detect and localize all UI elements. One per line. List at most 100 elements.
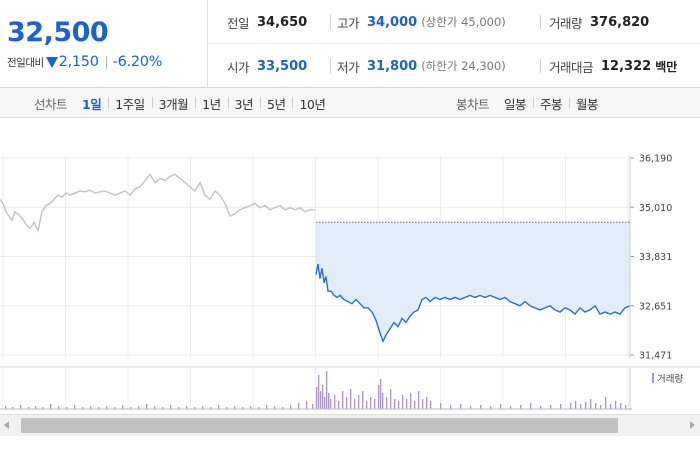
volume-bar [605, 397, 607, 409]
volume-bar [42, 407, 44, 409]
stats-row-2: 시가 33,500 저가 31,800 (하한가 24,300) 거래대금 12… [209, 44, 700, 88]
volume-bar [20, 405, 22, 409]
change-percent: -6.20% [112, 54, 163, 70]
volume-bar [312, 404, 314, 409]
volume-bar [320, 391, 322, 409]
volume-value: 376,820 [590, 14, 650, 30]
volume-bar [28, 407, 30, 409]
volume-label: 거래량 [549, 15, 583, 31]
volume-bar [570, 403, 572, 409]
volume-bar [346, 397, 348, 409]
volume-bar [322, 385, 324, 409]
volume-bar [178, 407, 180, 409]
volume-cell: 거래량 376,820 [549, 0, 649, 44]
volume-bar [250, 406, 252, 409]
open-label: 시가 [227, 59, 250, 75]
volume-bar [122, 405, 124, 409]
volume-bar [242, 407, 244, 409]
tab-weekly-candle[interactable]: 주봉 [533, 94, 569, 113]
volume-legend-label: 거래량 [657, 373, 683, 385]
volume-bar [328, 393, 330, 409]
y-tick-label: 31,471 [639, 351, 672, 362]
open-cell: 시가 33,500 [227, 44, 307, 88]
volume-bar [402, 395, 404, 409]
tab-3month[interactable]: 3개월 [151, 94, 195, 113]
volume-bar [595, 403, 597, 409]
tab-3year[interactable]: 3년 [227, 94, 260, 113]
tab-1week[interactable]: 1주일 [108, 94, 151, 113]
volume-bar [580, 404, 582, 409]
volume-bar [5, 406, 7, 409]
volume-bar [414, 401, 416, 409]
low-cell: 저가 31,800 (하한가 24,300) [337, 44, 506, 88]
volume-bar [460, 404, 462, 409]
volume-bar [380, 379, 382, 409]
scroll-right-arrow-icon[interactable] [690, 421, 695, 429]
change-divider [105, 55, 107, 69]
volume-bar [470, 406, 472, 409]
tab-10year[interactable]: 10년 [292, 94, 332, 113]
tab-1day[interactable]: 1일 [82, 96, 102, 112]
volume-bar [398, 401, 400, 409]
volume-bars [0, 371, 632, 410]
volume-bar [620, 403, 622, 409]
volume-bar [520, 405, 522, 409]
volume-bar [500, 404, 502, 409]
volume-bar [550, 405, 552, 409]
prev-close-cell: 전일 34,650 [227, 0, 307, 44]
volume-bar [410, 393, 412, 409]
high-cell: 고가 34,000 (상한가 45,000) [337, 0, 506, 44]
chart-period-tabs: 선차트 1일 1주일 3개월 1년 3년 5년 10년 봉차트 일봉 주봉 월봉 [0, 88, 700, 118]
volume-bar [154, 406, 156, 409]
tab-monthly-candle[interactable]: 월봉 [569, 94, 605, 113]
scroll-thumb[interactable] [21, 418, 618, 433]
volume-bar [575, 401, 577, 409]
volume-bar [590, 399, 592, 409]
volume-bar [560, 404, 562, 409]
volume-bar [390, 389, 392, 409]
y-axis-ticks: 36,190 35,010 33,831 32,651 31,471 [629, 154, 672, 362]
scroll-left-arrow-icon[interactable] [4, 421, 9, 429]
quote-stats: 전일 34,650 고가 34,000 (상한가 45,000) 거래량 376… [209, 0, 700, 88]
volume-bar [610, 404, 612, 409]
volume-bar [74, 405, 76, 409]
divider [330, 15, 331, 29]
y-tick-label: 36,190 [639, 154, 672, 165]
volume-bar [350, 389, 352, 409]
volume-bar [406, 399, 408, 409]
volume-bar [130, 407, 132, 409]
volume-bar [362, 391, 364, 409]
open-value: 33,500 [257, 58, 308, 74]
low-label: 저가 [337, 59, 360, 75]
volume-bar [186, 406, 188, 409]
volume-bar [226, 407, 228, 409]
stats-row-1: 전일 34,650 고가 34,000 (상한가 45,000) 거래량 376… [209, 0, 700, 44]
y-tick-label: 32,651 [639, 301, 672, 312]
tab-5year[interactable]: 5년 [260, 94, 292, 113]
volume-bar [258, 407, 260, 409]
divider [330, 59, 331, 73]
candle-chart-title: 봉차트 [456, 96, 490, 112]
volume-bar [480, 405, 482, 409]
volume-bar [378, 385, 380, 409]
volume-bar [358, 395, 360, 409]
tab-1year[interactable]: 1년 [195, 94, 227, 113]
price-chart: 36,190 35,010 33,831 32,651 31,471 거래량 [0, 154, 700, 410]
volume-bar [585, 402, 587, 409]
volume-bar [298, 403, 300, 409]
volume-bar [338, 401, 340, 409]
volume-bar [35, 406, 37, 409]
volume-bar [202, 406, 204, 409]
divider [540, 15, 541, 29]
volume-bar [318, 375, 320, 409]
current-price-box: 32,500 전일대비 2,150 -6.20% [0, 0, 208, 88]
volume-bar [306, 401, 308, 409]
volume-bar [370, 397, 372, 409]
low-value: 31,800 [367, 58, 418, 74]
chart-scrollbar[interactable] [0, 414, 700, 436]
previous-day-price-line [0, 173, 315, 233]
high-label: 고가 [337, 15, 360, 31]
volume-bar [234, 406, 236, 409]
volume-bar [330, 399, 332, 409]
tab-daily-candle[interactable]: 일봉 [504, 96, 527, 112]
